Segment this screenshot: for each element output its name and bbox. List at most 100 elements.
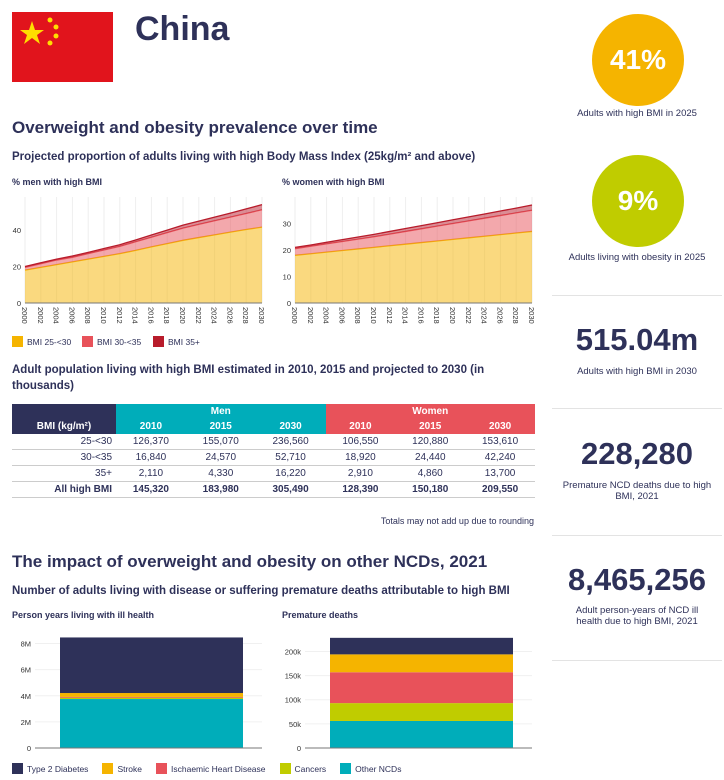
x-tick-label: 2016 [416,307,425,324]
x-tick-label: 2000 [290,307,299,324]
chart-title: Person years living with ill health [12,610,155,620]
x-tick-label: 2024 [210,307,219,324]
x-tick-label: 2022 [194,307,203,324]
bar-segment-type-2-diabetes [60,637,243,694]
men-area-chart: 2000 2002 2004 2006 2008 2010 2012 2014 2016 2018… [13,197,266,324]
section-title: Overweight and obesity prevalence over t… [12,118,378,137]
legend-item: Type 2 Diabetes [12,763,88,774]
deaths-bar-chart: 0 50k 100k 150k 200k [285,637,532,753]
kpi-label: Adults living with obesity in 2025 [568,252,706,263]
bar-segment-cancers [60,697,243,700]
bmi-population-table: Men Women BMI (kg/m²) 2010 2015 2030 2010 2015… [12,404,535,498]
bar-segment-ischaemic-heart-disease [60,696,243,698]
x-tick-label: 2030 [257,307,266,324]
legend-item: Ischaemic Heart Disease [156,763,266,774]
area-bmi-25-30 [295,231,532,303]
y-tick-label: 0 [287,299,291,308]
y-tick-label: 40 [13,226,21,235]
kpi-value: 228,280 [580,436,694,471]
x-tick-label: 2022 [464,307,473,324]
y-tick-label: 2M [21,718,31,727]
chart-title: Premature deaths [282,610,359,620]
table-row: 25-<30 126,370 155,070 236,560 106,550 120,88… [12,434,535,450]
x-tick-label: 2028 [511,307,520,324]
x-tick-label: 2004 [322,307,331,324]
x-tick-label: 2010 [369,307,378,324]
kpi-value: 515.04m [575,322,699,357]
kpi-value: 8,465,256 [568,562,706,597]
x-tick-label: 2006 [337,307,346,324]
chart-title: % women with high BMI [282,177,385,187]
x-tick-label: 2014 [131,307,140,324]
y-tick-label: 50k [289,720,301,729]
y-tick-label: 0 [27,744,31,753]
kpi-label: Premature NCD deaths due to high BMI, 20… [562,480,712,502]
table-row: 30-<35 16,840 24,570 52,710 18,920 24,440 42,2… [12,450,535,466]
x-tick-label: 2030 [527,307,536,324]
kpi-label: Adults with high BMI in 2025 [577,108,697,119]
y-tick-label: 4M [21,692,31,701]
bar-segment-type-2-diabetes [330,637,513,655]
bar-segment-ischaemic-heart-disease [330,672,513,704]
x-tick-label: 2002 [306,307,315,324]
bar-segment-cancers [330,703,513,721]
area-bmi-25-30 [25,227,262,303]
bar-segment-other-ncds [60,699,243,748]
legend-item: BMI 30-<35 [82,336,141,347]
x-tick-label: 2028 [241,307,250,324]
x-tick-label: 2018 [162,307,171,324]
ill-health-bar-chart: 0 2M 4M 6M 8M [21,637,262,753]
series-line [24,204,263,268]
x-tick-label: 2010 [99,307,108,324]
kpi-label: Adult person-years of NCD ill health due… [575,605,699,627]
kpi-label: Adults with high BMI in 2030 [577,366,697,377]
x-tick-label: 2026 [495,307,504,324]
women-area-chart: 2000 2002 2004 2006 2008 2010 2012 2014 2016 2018… [283,197,536,324]
area-bmi-30-35 [295,210,532,256]
bar-segment-other-ncds [330,720,513,748]
x-tick-label: 2024 [480,307,489,324]
y-tick-label: 20 [283,246,291,255]
bar-segment-stroke [60,693,243,697]
x-tick-label: 2012 [385,307,394,324]
y-tick-label: 0 [17,299,21,308]
x-tick-label: 2020 [448,307,457,324]
y-tick-label: 0 [297,744,301,753]
x-tick-label: 2016 [146,307,155,324]
section-subtitle: Projected proportion of adults living wi… [12,151,476,163]
y-tick-label: 8M [21,640,31,649]
table-title: Adult population living with high BMI es… [12,364,485,392]
y-tick-label: 6M [21,666,31,675]
series-line [294,204,533,248]
x-tick-label: 2020 [178,307,187,324]
legend-item: BMI 25-<30 [12,336,71,347]
kpi-high-bmi-circle: 41% [592,14,684,106]
x-tick-label: 2014 [401,307,410,324]
x-tick-label: 2006 [67,307,76,324]
y-tick-label: 30 [283,220,291,229]
legend-item: Other NCDs [340,763,401,774]
legend-item: Stroke [102,763,142,774]
chart-title: % men with high BMI [12,177,102,187]
x-tick-label: 2008 [353,307,362,324]
y-tick-label: 10 [283,273,291,282]
bar-segment-stroke [330,654,513,673]
y-tick-label: 100k [285,696,302,705]
x-tick-label: 2008 [83,307,92,324]
x-tick-label: 2004 [52,307,61,324]
legend-item: BMI 35+ [153,336,200,347]
table-row: All high BMI 145,320 183,980 305,490 128,390… [12,482,535,498]
table-note: Totals may not add up due to rounding [380,516,534,526]
x-tick-label: 2002 [36,307,45,324]
y-tick-label: 200k [285,647,302,656]
x-tick-label: 2012 [115,307,124,324]
y-tick-label: 150k [285,672,302,681]
country-title: China [135,10,230,48]
table-row: 35+ 2,110 4,330 16,220 2,910 4,860 13,700 [12,466,535,482]
x-tick-label: 2018 [432,307,441,324]
x-tick-label: 2000 [20,307,29,324]
ncd-legend: Type 2 Diabetes Stroke Ischaemic Heart Dis… [12,763,401,774]
kpi-obesity-circle: 9% [592,155,684,247]
legend-item: Cancers [279,763,326,774]
section-subtitle: Number of adults living with disease or … [12,585,510,597]
